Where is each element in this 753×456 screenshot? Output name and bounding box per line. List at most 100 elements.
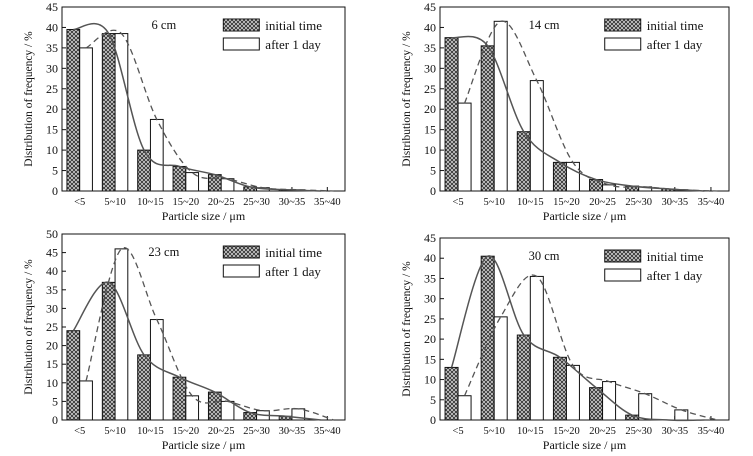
bar-after-1-day <box>602 381 617 421</box>
x-tick-label: 35~40 <box>698 197 725 208</box>
trend-line-after-1-day <box>85 29 334 192</box>
y-tick-label: 25 <box>424 312 436 326</box>
x-tick-label: 35~40 <box>698 426 725 437</box>
x-tick-label: 25~30 <box>625 426 652 437</box>
y-tick-label: 10 <box>424 143 436 157</box>
y-tick-label: 45 <box>46 0 58 14</box>
y-tick-label: 0 <box>430 413 436 427</box>
bar-initial-time <box>589 387 604 421</box>
trend-line-after-1-day <box>463 274 718 421</box>
bar-initial-time <box>101 281 116 421</box>
y-tick-label: 20 <box>424 102 436 116</box>
x-axis-label: Particle size / μm <box>543 438 627 452</box>
x-tick-label: 15~20 <box>553 197 580 208</box>
x-tick-label: 5~10 <box>483 197 504 208</box>
chart-4: 0 5 10 15 20 25 30 35 40 45 <5 5~10 10~15 15~20 20~25 2… <box>401 231 730 452</box>
bar-after-1-day <box>457 395 472 421</box>
y-tick-label: 20 <box>46 102 58 116</box>
y-tick-label: 40 <box>424 251 436 265</box>
legend-swatch-initial-time <box>222 245 260 259</box>
legend-swatch-initial-time <box>604 249 642 263</box>
x-tick-label: 30~35 <box>661 426 688 437</box>
x-tick-label: 15~20 <box>553 426 580 437</box>
x-tick-label: 10~15 <box>517 426 544 437</box>
bar-initial-time <box>101 33 116 192</box>
y-tick-label: 5 <box>52 394 58 408</box>
x-tick-label: 20~25 <box>589 197 616 208</box>
bar-initial-time <box>66 330 81 421</box>
chart-title: 14 cm <box>529 18 560 32</box>
bar-initial-time <box>207 391 222 421</box>
legend-label-initial-time: initial time <box>647 249 704 264</box>
bar-initial-time <box>207 174 222 192</box>
y-tick-label: 30 <box>46 61 58 75</box>
y-tick-label: 10 <box>46 376 58 390</box>
y-tick-label: 15 <box>424 123 436 137</box>
bar-initial-time <box>444 37 459 192</box>
plot-frame <box>439 237 730 421</box>
y-tick-label: 50 <box>46 227 58 241</box>
legend-swatch-initial-time <box>604 18 642 32</box>
y-tick-label: 15 <box>46 357 58 371</box>
x-axis-label: Particle size / μm <box>162 209 246 223</box>
y-tick-label: 15 <box>424 352 436 366</box>
y-tick-label: 0 <box>430 184 436 198</box>
x-tick-label: 10~15 <box>517 197 544 208</box>
legend-swatch-after-1-day <box>604 37 642 51</box>
legend-label-after-1-day: after 1 day <box>647 268 703 283</box>
legend-label-initial-time: initial time <box>647 18 704 33</box>
x-tick-label: <5 <box>74 426 85 437</box>
legend-label-initial-time: initial time <box>265 18 322 33</box>
bar-initial-time <box>66 28 81 192</box>
y-tick-label: 35 <box>46 283 58 297</box>
x-tick-label: 25~30 <box>625 197 652 208</box>
y-axis-label: Distribution of frequency / % <box>401 261 413 397</box>
bar-initial-time <box>137 354 151 421</box>
y-axis-label: Distribution of frequency / % <box>23 31 35 167</box>
legend-label-after-1-day: after 1 day <box>265 37 321 52</box>
x-tick-label: 25~30 <box>243 426 270 437</box>
y-tick-label: 0 <box>52 184 58 198</box>
trend-line-initial-time <box>450 255 705 422</box>
legend-label-after-1-day: after 1 day <box>265 264 321 279</box>
legend-label-initial-time: initial time <box>265 245 322 260</box>
bar-after-1-day <box>149 118 164 192</box>
chart-title: 23 cm <box>148 245 179 259</box>
y-tick-label: 40 <box>46 264 58 278</box>
y-tick-label: 40 <box>46 20 58 34</box>
y-tick-label: 35 <box>424 41 436 55</box>
x-tick-label: <5 <box>452 197 463 208</box>
y-tick-label: 15 <box>46 123 58 137</box>
bar-after-1-day <box>638 393 653 421</box>
x-tick-label: 20~25 <box>589 426 616 437</box>
legend-swatch-after-1-day <box>222 264 260 278</box>
y-tick-label: 30 <box>424 292 436 306</box>
plot-frame <box>61 6 346 192</box>
y-tick-label: 20 <box>46 339 58 353</box>
chart-3: 0 5 10 15 20 25 30 35 40 45 50 <5 5~10 10~15 15~20 20~2… <box>23 227 346 452</box>
bar-after-1-day <box>79 47 93 192</box>
y-tick-label: 45 <box>46 246 58 260</box>
chart-2: 0 5 10 15 20 25 30 35 40 45 <5 5~10 10~15 15~20 20~25 2… <box>401 0 730 223</box>
x-tick-label: 35~40 <box>314 426 341 437</box>
y-tick-label: 5 <box>52 164 58 178</box>
bar-after-1-day <box>493 20 508 192</box>
x-tick-label: 30~35 <box>279 426 306 437</box>
x-tick-label: <5 <box>74 197 85 208</box>
bar-after-1-day <box>565 364 580 421</box>
bar-after-1-day <box>185 172 200 192</box>
x-tick-label: 30~35 <box>661 197 688 208</box>
x-tick-label: 10~15 <box>137 197 164 208</box>
legend-label-after-1-day: after 1 day <box>647 37 703 52</box>
x-tick-label: 30~35 <box>279 197 306 208</box>
chart-1: 0 5 10 15 20 25 30 35 40 45 <5 5~10 10~15 15~20 20~25 2… <box>23 0 346 223</box>
y-tick-label: 35 <box>46 41 58 55</box>
x-axis-label: Particle size / μm <box>162 438 246 452</box>
legend-swatch-after-1-day <box>222 37 260 51</box>
plot-frame <box>439 6 730 192</box>
bar-initial-time <box>480 45 495 192</box>
y-tick-label: 0 <box>52 413 58 427</box>
y-axis-label: Distribution of frequency / % <box>401 31 413 167</box>
x-tick-label: 25~30 <box>243 197 270 208</box>
y-tick-label: 5 <box>430 393 436 407</box>
